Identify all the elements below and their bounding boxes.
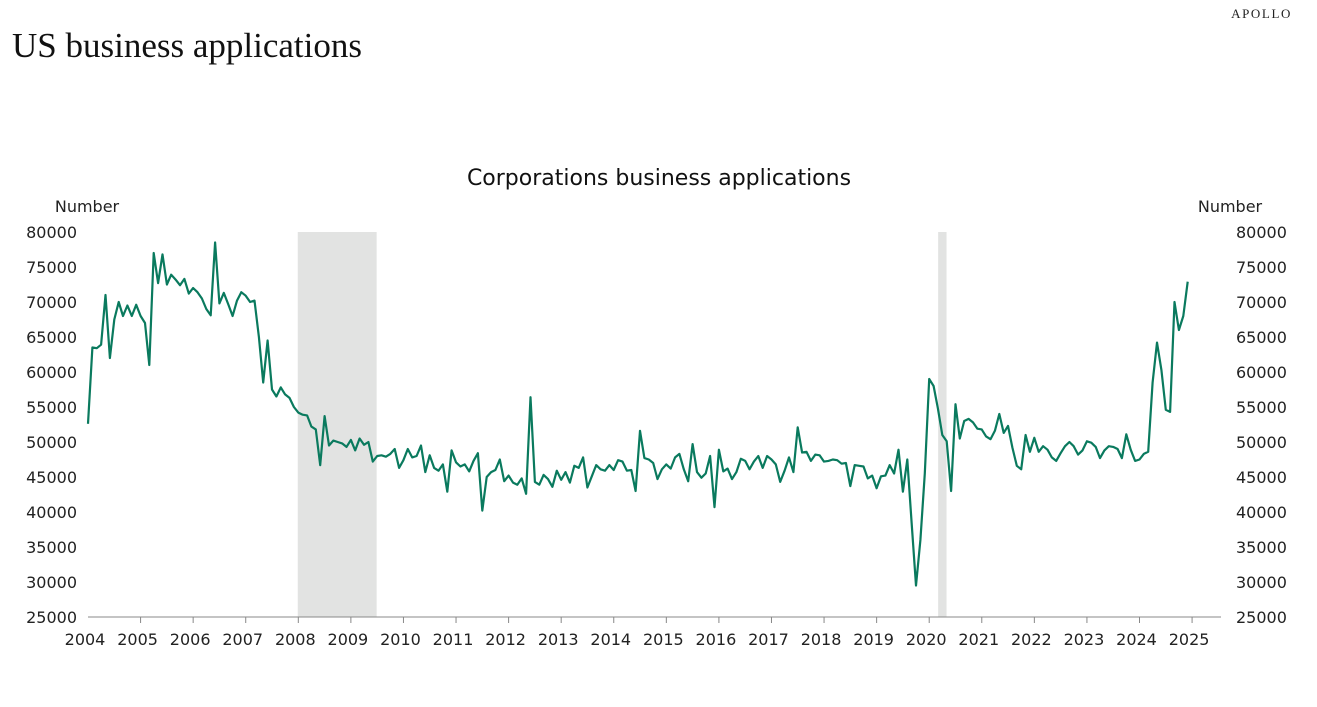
y-tick-label-right: 50000 bbox=[1236, 433, 1287, 452]
x-tick-label-2013: 2013 bbox=[538, 630, 579, 649]
y-tick-label-right: 40000 bbox=[1236, 503, 1287, 522]
series-line-1 bbox=[86, 241, 1189, 587]
y-axis-label-right: Number bbox=[1198, 197, 1263, 216]
x-tick-label-2019: 2019 bbox=[853, 630, 894, 649]
recession-bands bbox=[297, 232, 947, 617]
y-tick-label-left: 50000 bbox=[26, 433, 77, 452]
y-tick-label-right: 25000 bbox=[1236, 608, 1287, 627]
brand-logo: APOLLO bbox=[1231, 6, 1292, 21]
y-tick-label-left: 40000 bbox=[26, 503, 77, 522]
x-tick-label-2004: 2004 bbox=[65, 630, 106, 649]
y-tick-label-left: 80000 bbox=[26, 223, 77, 242]
y-tick-label-left: 65000 bbox=[26, 328, 77, 347]
y-tick-label-right: 55000 bbox=[1236, 398, 1287, 417]
y-tick-label-left: 25000 bbox=[26, 608, 77, 627]
x-tick-label-2007: 2007 bbox=[222, 630, 263, 649]
x-tick-label-2006: 2006 bbox=[170, 630, 211, 649]
y-tick-label-right: 80000 bbox=[1236, 223, 1287, 242]
chart-axes: 25000 25000 30000 30000 35000 35000 40000 40000… bbox=[26, 223, 1287, 649]
x-tick-label-2005: 2005 bbox=[117, 630, 158, 649]
x-tick-label-2011: 2011 bbox=[433, 630, 474, 649]
y-tick-label-right: 60000 bbox=[1236, 363, 1287, 382]
series-group bbox=[86, 241, 1189, 587]
y-tick-label-right: 45000 bbox=[1236, 468, 1287, 487]
y-tick-label-right: 65000 bbox=[1236, 328, 1287, 347]
y-tick-label-left: 30000 bbox=[26, 573, 77, 592]
x-tick-label-2015: 2015 bbox=[643, 630, 684, 649]
page-title: US business applications bbox=[12, 26, 362, 65]
x-tick-label-2008: 2008 bbox=[275, 630, 316, 649]
x-tick-label-2018: 2018 bbox=[801, 630, 842, 649]
y-tick-label-left: 35000 bbox=[26, 538, 77, 557]
recession-band-2 bbox=[938, 232, 947, 617]
y-tick-label-right: 35000 bbox=[1236, 538, 1287, 557]
y-tick-label-left: 55000 bbox=[26, 398, 77, 417]
x-tick-label-2023: 2023 bbox=[1064, 630, 1105, 649]
x-tick-label-2014: 2014 bbox=[590, 630, 631, 649]
x-tick-label-2012: 2012 bbox=[485, 630, 526, 649]
y-tick-label-left: 45000 bbox=[26, 468, 77, 487]
x-tick-label-2010: 2010 bbox=[380, 630, 421, 649]
y-tick-label-right: 75000 bbox=[1236, 258, 1287, 277]
x-tick-label-2024: 2024 bbox=[1116, 630, 1157, 649]
x-tick-label-2022: 2022 bbox=[1011, 630, 1052, 649]
y-tick-label-left: 70000 bbox=[26, 293, 77, 312]
y-axis-label-left: Number bbox=[55, 197, 120, 216]
y-tick-label-left: 60000 bbox=[26, 363, 77, 382]
x-tick-label-2009: 2009 bbox=[328, 630, 369, 649]
y-tick-label-left: 75000 bbox=[26, 258, 77, 277]
chart-title: Corporations business applications bbox=[467, 166, 851, 191]
x-tick-label-2017: 2017 bbox=[748, 630, 789, 649]
x-tick-label-2016: 2016 bbox=[696, 630, 737, 649]
y-tick-label-right: 30000 bbox=[1236, 573, 1287, 592]
x-tick-label-2021: 2021 bbox=[958, 630, 999, 649]
x-tick-label-2025: 2025 bbox=[1169, 630, 1210, 649]
x-tick-label-2020: 2020 bbox=[906, 630, 947, 649]
y-tick-label-right: 70000 bbox=[1236, 293, 1287, 312]
